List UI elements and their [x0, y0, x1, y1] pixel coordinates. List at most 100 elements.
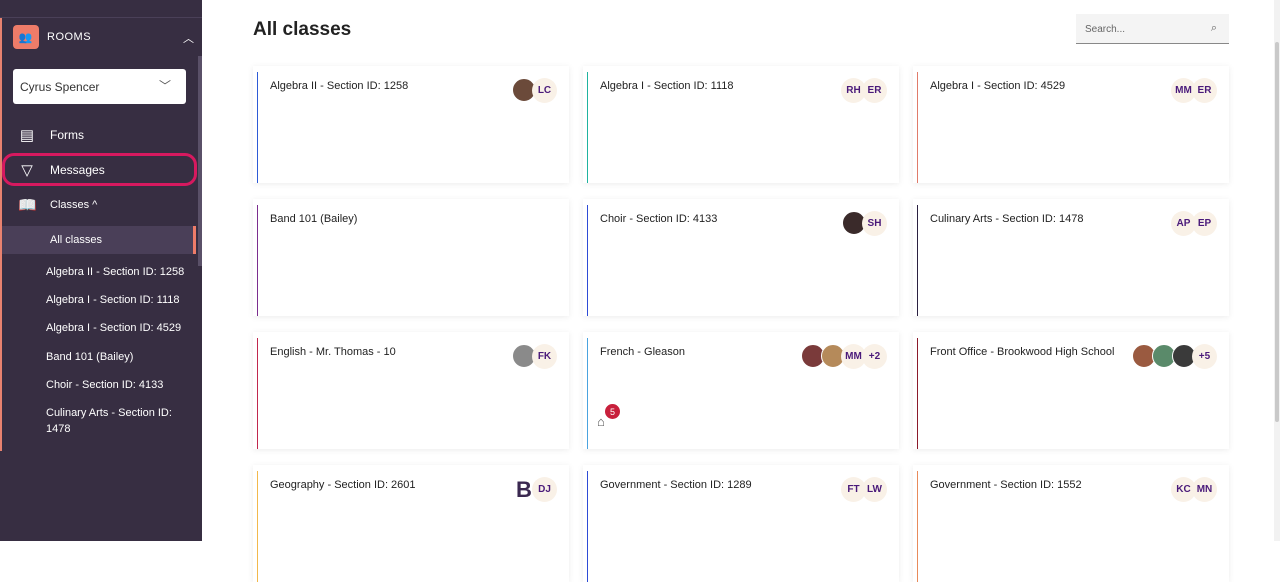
- card-accent: [917, 471, 918, 582]
- card-accent: [257, 471, 258, 582]
- sidebar: 👥 ROOMS ︿ Cyrus Spencer ﹀ ▤ Forms ▽ Messages…: [0, 0, 202, 451]
- search-input[interactable]: Search... ⌕: [1076, 14, 1229, 44]
- card-title: Choir - Section ID: 4133: [600, 213, 718, 225]
- member-initials: ER: [1192, 78, 1217, 103]
- member-initials: RH: [841, 78, 866, 103]
- class-card[interactable]: Choir - Section ID: 4133 SH: [583, 199, 899, 316]
- card-title: Government - Section ID: 1289: [600, 479, 752, 491]
- member-initials: ER: [862, 78, 887, 103]
- card-accent: [587, 72, 588, 183]
- member-avatars: LC: [512, 78, 557, 103]
- card-accent: [917, 205, 918, 316]
- class-card[interactable]: Algebra I - Section ID: 4529 ER MM: [913, 66, 1229, 183]
- card-title: Culinary Arts - Section ID: 1478: [930, 213, 1084, 225]
- sidebar-class-item[interactable]: Algebra II - Section ID: 1258: [46, 266, 185, 278]
- member-avatars: ER RH: [841, 78, 887, 103]
- member-avatars: SH: [842, 211, 887, 236]
- page-title: All classes: [253, 19, 352, 40]
- card-accent: [587, 471, 588, 582]
- card-title: Government - Section ID: 1552: [930, 479, 1082, 491]
- card-title: Band 101 (Bailey): [270, 213, 358, 225]
- class-card[interactable]: Government - Section ID: 1552 MN KC: [913, 465, 1229, 582]
- member-initials: AP: [1171, 211, 1196, 236]
- notification-badge: 5: [605, 404, 620, 419]
- member-initials: EP: [1192, 211, 1217, 236]
- class-card[interactable]: Band 101 (Bailey): [253, 199, 569, 316]
- search-placeholder: Search...: [1085, 24, 1126, 35]
- book-icon: 📖: [18, 197, 37, 214]
- chevron-down-icon: ﹀: [158, 79, 171, 93]
- chevron-up-icon[interactable]: ︿: [183, 33, 194, 45]
- member-photo: [512, 344, 536, 368]
- messages-label: Messages: [50, 163, 105, 177]
- member-initials: LC: [532, 78, 557, 103]
- user-select[interactable]: Cyrus Spencer ﹀: [13, 69, 186, 104]
- member-initials: FK: [532, 344, 557, 369]
- member-avatars: LW FT: [841, 477, 887, 502]
- card-accent: [257, 72, 258, 183]
- member-initials: KC: [1171, 477, 1196, 502]
- card-title: English - Mr. Thomas - 10: [270, 346, 396, 358]
- class-card[interactable]: Geography - Section ID: 2601 DJ B: [253, 465, 569, 582]
- forms-icon: ▤: [19, 127, 35, 144]
- card-title: Algebra II - Section ID: 1258: [270, 80, 409, 92]
- card-title: Algebra I - Section ID: 1118: [600, 80, 734, 92]
- send-icon: ▽: [21, 162, 33, 179]
- member-initials: +2: [862, 344, 887, 369]
- class-card[interactable]: Algebra II - Section ID: 1258 LC: [253, 66, 569, 183]
- class-card[interactable]: French - Gleason +2 MM ⌂ 5: [583, 332, 899, 449]
- page-scrollbar[interactable]: [1274, 0, 1280, 541]
- member-photo: [842, 211, 866, 235]
- home-icon[interactable]: ⌂: [597, 414, 605, 429]
- member-initials: FT: [841, 477, 866, 502]
- class-card[interactable]: Government - Section ID: 1289 LW FT: [583, 465, 899, 582]
- search-icon[interactable]: ⌕: [1210, 22, 1217, 34]
- member-avatars: MN KC: [1171, 477, 1217, 502]
- sidebar-footer: [0, 451, 202, 541]
- member-avatars: ER MM: [1171, 78, 1217, 103]
- scrollbar-thumb[interactable]: [1275, 42, 1279, 422]
- rooms-logo-icon: 👥: [13, 25, 39, 49]
- card-accent: [257, 205, 258, 316]
- sidebar-item-forms[interactable]: ▤ Forms: [18, 126, 84, 144]
- logo-b-icon: B: [516, 477, 532, 502]
- card-title: Algebra I - Section ID: 4529: [930, 80, 1066, 92]
- member-initials: MN: [1192, 477, 1217, 502]
- card-title: French - Gleason: [600, 346, 685, 358]
- class-card[interactable]: English - Mr. Thomas - 10 FK: [253, 332, 569, 449]
- sidebar-class-item[interactable]: Culinary Arts - Section ID: 1478: [46, 407, 172, 435]
- member-avatars: EP AP: [1171, 211, 1217, 236]
- sidebar-class-item[interactable]: Band 101 (Bailey): [46, 351, 134, 363]
- class-card[interactable]: Algebra I - Section ID: 1118 ER RH: [583, 66, 899, 183]
- member-avatars: DJ B: [516, 477, 557, 503]
- sidebar-item-messages[interactable]: ▽ Messages: [18, 161, 105, 179]
- member-initials: LW: [862, 477, 887, 502]
- member-initials: MM: [841, 344, 866, 369]
- member-initials: +5: [1192, 344, 1217, 369]
- sidebar-class-item[interactable]: Algebra I - Section ID: 1118: [46, 294, 180, 306]
- member-avatars: FK: [512, 344, 557, 369]
- card-title: Front Office - Brookwood High School: [930, 346, 1115, 358]
- highlight-outline: [2, 153, 197, 186]
- sidebar-scrollbar[interactable]: [198, 56, 202, 266]
- forms-label: Forms: [50, 128, 84, 142]
- sidebar-item-all-classes[interactable]: All classes: [2, 226, 196, 254]
- card-accent: [587, 205, 588, 316]
- card-title: Geography - Section ID: 2601: [270, 479, 416, 491]
- member-avatars: +2 MM: [801, 344, 887, 369]
- divider: [0, 17, 202, 18]
- sidebar-item-classes[interactable]: 📖 Classes ^: [18, 196, 97, 214]
- member-initials: MM: [1171, 78, 1196, 103]
- class-card[interactable]: Culinary Arts - Section ID: 1478 EP AP: [913, 199, 1229, 316]
- sidebar-class-item[interactable]: Algebra I - Section ID: 4529: [46, 322, 182, 334]
- class-card[interactable]: Front Office - Brookwood High School +5: [913, 332, 1229, 449]
- classes-label: Classes ^: [50, 199, 98, 211]
- rooms-label: ROOMS: [47, 31, 92, 43]
- card-accent: [917, 338, 918, 449]
- card-accent: [587, 338, 588, 449]
- member-avatars: +5: [1132, 344, 1217, 369]
- rooms-header[interactable]: 👥 ROOMS: [13, 25, 91, 49]
- sidebar-class-item[interactable]: Choir - Section ID: 4133: [46, 379, 164, 391]
- user-select-value: Cyrus Spencer: [20, 80, 100, 94]
- card-accent: [257, 338, 258, 449]
